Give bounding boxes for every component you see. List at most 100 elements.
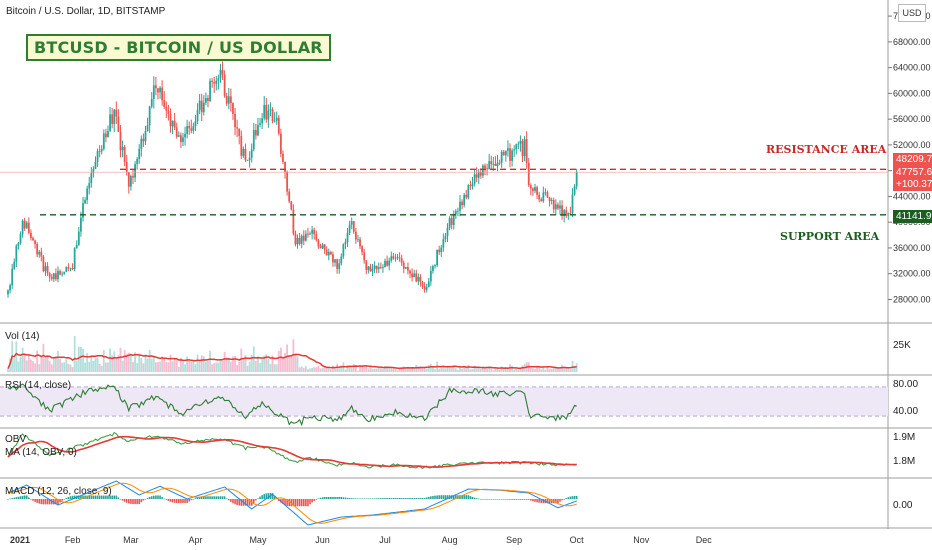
volume-bar [82,348,84,372]
macd-histogram-bar [115,495,118,499]
macd-histogram-bar [298,499,301,507]
candle-body [573,186,576,195]
macd-histogram-bar [417,498,420,499]
volume-bar [229,361,232,372]
macd-histogram-bar [355,498,357,500]
candle-body [384,260,386,268]
volume-bar [275,364,278,372]
macd-histogram-bar [536,499,538,503]
macd-histogram-bar [380,498,382,499]
candle-body [500,151,503,163]
volume-bar [55,356,57,372]
volume-bar [494,367,497,372]
volume-bar [315,367,318,372]
volume-bar [425,368,428,372]
candle-body [77,231,80,245]
macd-histogram-bar [119,499,122,500]
candle-body [163,100,166,108]
candle-body [411,273,414,278]
volume-bar [417,366,420,372]
volume-bar [90,355,93,372]
macd-histogram-bar [542,499,545,504]
volume-bar [184,364,186,372]
candle-body [69,268,72,269]
candle-body [548,197,551,202]
volume-bar [325,366,328,372]
candle-body [105,133,107,138]
macd-histogram-bar [71,495,74,499]
macd-histogram-bar [390,498,393,499]
macd-histogram-bar [153,495,155,499]
candle-body [379,267,382,269]
volume-bar [117,355,120,372]
macd-histogram-bar [521,499,524,500]
candle-body [238,128,241,136]
macd-histogram-bar [155,495,157,499]
candle-body [473,174,476,184]
obv-axis-tick-high: 1.9M [893,432,916,443]
volume-bar [490,368,493,372]
candle-body [159,87,161,93]
time-axis-label: Mar [123,535,139,545]
candle-body [271,109,274,122]
time-axis-label: Aug [442,535,458,545]
candle-body [146,125,149,132]
macd-histogram-bar [530,499,532,501]
macd-histogram-bar [392,498,395,499]
candle-body [115,109,118,117]
volume-bar [542,366,545,372]
candle-body [140,138,143,149]
macd-histogram-bar [384,498,386,499]
candle-body [554,204,557,210]
volume-bar [394,368,397,372]
candle-body [354,231,357,240]
candle-body [63,271,66,274]
candle-body [523,139,526,157]
volume-bar [319,368,322,372]
volume-bar [459,366,461,372]
candle-body [350,221,353,225]
volume-bar [486,368,488,372]
candle-body [157,88,159,93]
volume-bar [329,369,332,372]
volume-bar [311,367,314,372]
candle-body [309,233,311,235]
candle-body [321,244,324,249]
candle-body [232,103,234,114]
candle-body [507,148,509,151]
macd-histogram-bar [80,495,82,499]
candle-body [52,273,55,279]
candle-body [175,127,178,137]
macd-histogram-bar [557,499,559,504]
macd-histogram-bar [452,495,455,499]
volume-bar [159,361,161,372]
candle-body [98,151,101,152]
macd-histogram-bar [61,499,63,501]
candle-body [557,204,559,209]
volume-bar [344,369,347,372]
macd-histogram-bar [211,496,213,499]
candle-body [263,104,266,119]
candle-body [250,149,253,158]
macd-histogram-bar [407,498,409,499]
volume-bar [304,366,307,372]
macd-histogram-bar [511,499,513,500]
macd-histogram-bar [525,499,528,500]
volume-bar [67,363,70,372]
volume-bar [92,360,95,372]
macd-histogram-bar [386,498,388,499]
macd-histogram-bar [340,497,343,499]
macd-histogram-bar [563,498,565,500]
macd-histogram-bar [430,496,432,499]
currency-selector[interactable]: USD [898,4,926,22]
candle-body [286,172,289,192]
candle-body [165,107,168,111]
candle-body [94,161,97,169]
volume-bar [382,368,384,372]
chart-banner: BTCUSD - BITCOIN / US DOLLAR [26,34,331,61]
macd-histogram-bar [475,498,478,499]
candle-body [227,96,230,104]
volume-bar [132,361,134,372]
macd-histogram-bar [388,498,390,499]
